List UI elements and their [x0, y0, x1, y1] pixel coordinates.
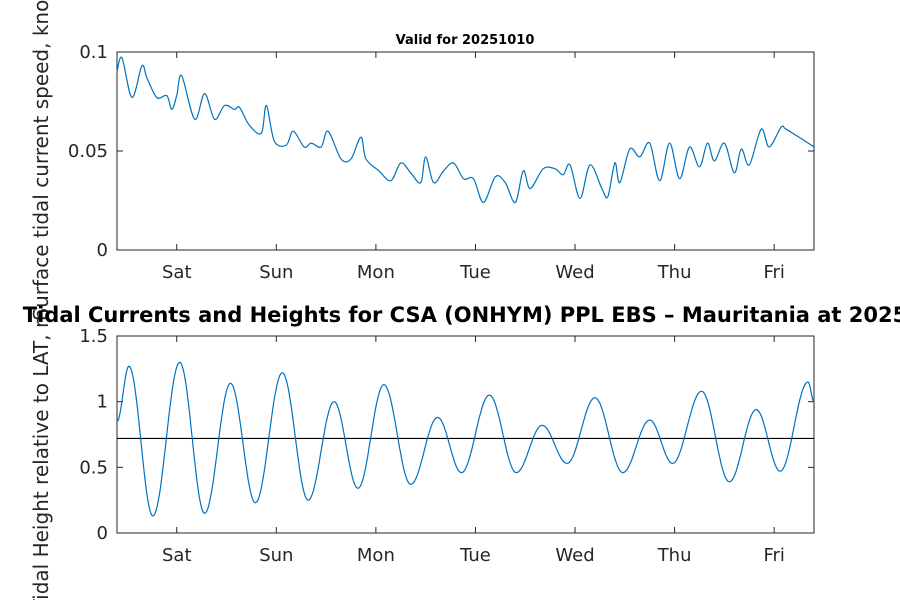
current-y-tick-label: 0	[97, 240, 108, 261]
height-x-tick-label: Tue	[459, 545, 491, 566]
current-x-tick-label: Fri	[763, 262, 784, 283]
height-y-tick-label: 1.5	[79, 326, 108, 347]
height-y-ticks: 0 0.5 1 1.5	[79, 326, 814, 544]
current-y-axis-label: Surface tidal current speed, knots	[29, 0, 53, 321]
current-speed-chart: Valid for 20251010 0 0.05 0.1 Sat Sun Mon Tue…	[29, 0, 815, 321]
current-x-tick-label: Sun	[259, 262, 293, 283]
current-speed-line	[116, 56, 815, 204]
current-chart-axes-box	[116, 51, 815, 251]
current-y-tick-label: 0.05	[68, 141, 108, 162]
height-x-tick-label: Mon	[357, 545, 395, 566]
current-x-tick-label: Wed	[555, 262, 594, 283]
height-x-tick-label: Wed	[555, 545, 594, 566]
figure-main-title: Tidal Currents and Heights for CSA (ONHY…	[23, 303, 900, 327]
height-x-tick-label: Sat	[162, 545, 192, 566]
current-y-tick-label: 0.1	[79, 42, 108, 63]
current-x-tick-label: Sat	[162, 262, 192, 283]
height-x-tick-label: Thu	[657, 545, 692, 566]
current-x-tick-label: Thu	[657, 262, 692, 283]
height-y-axis-label: Tidal Height relative to LAT, m	[29, 309, 53, 600]
height-y-tick-label: 1	[97, 392, 108, 413]
current-x-tick-label: Tue	[459, 262, 491, 283]
tidal-height-line	[116, 361, 815, 517]
height-y-tick-label: 0.5	[79, 457, 108, 478]
current-x-ticks: Sat Sun Mon Tue Wed Thu Fri	[162, 52, 785, 283]
height-x-ticks: Sat Sun Mon Tue Wed Thu Fri	[162, 336, 785, 566]
height-x-tick-label: Fri	[763, 545, 784, 566]
height-x-tick-label: Sun	[259, 545, 293, 566]
height-chart-axes-box	[116, 335, 815, 534]
current-chart-title: Valid for 20251010	[396, 33, 535, 48]
current-y-ticks: 0 0.05 0.1	[68, 42, 814, 261]
height-y-tick-label: 0	[97, 523, 108, 544]
current-x-tick-label: Mon	[357, 262, 395, 283]
tidal-height-chart: 0 0.5 1 1.5 Sat Sun Mon Tue Wed Thu Fri Tidal Hei…	[29, 309, 815, 600]
